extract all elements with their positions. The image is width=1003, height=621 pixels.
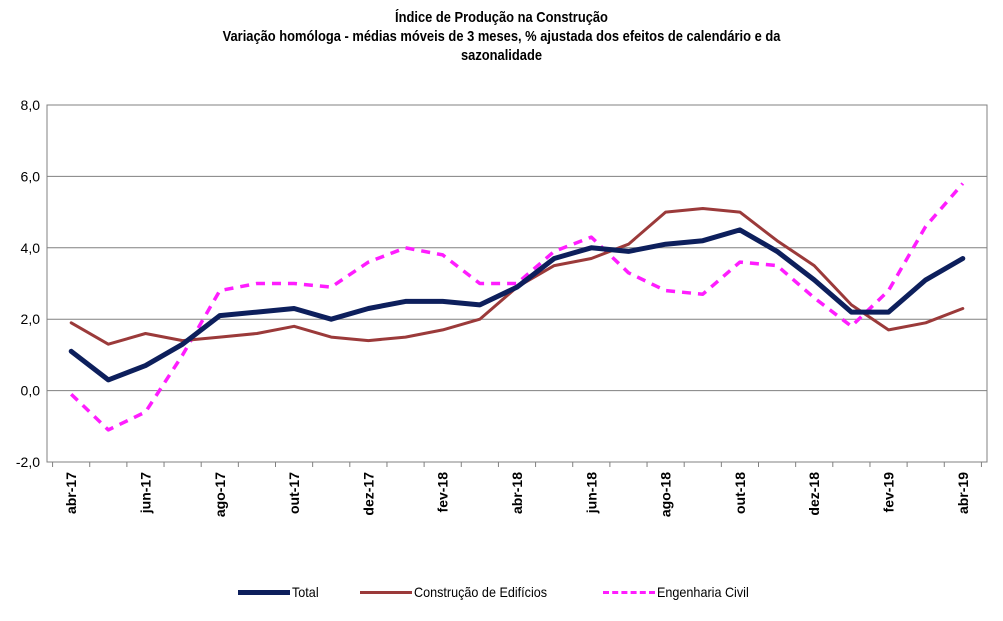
legend-swatch-total — [238, 589, 290, 595]
chart-title: Índice de Produção na Construção Variaçã… — [70, 8, 933, 65]
x-tick-label: out-17 — [286, 472, 302, 514]
x-tick-label: abr-19 — [955, 472, 971, 514]
chart-title-line-1: Índice de Produção na Construção — [395, 9, 608, 26]
y-tick-label: 4,0 — [21, 240, 41, 256]
y-tick-label: 8,0 — [21, 97, 41, 113]
legend-item-total: Total — [238, 581, 322, 603]
axis-layer — [46, 104, 988, 467]
series-line-total — [68, 227, 966, 383]
y-tick-label: 6,0 — [21, 168, 41, 184]
legend-swatch-construcao-edificios — [360, 590, 412, 594]
x-tick-label: fev-18 — [435, 472, 451, 513]
legend-label-engenharia-civil: Engenharia Civil — [657, 584, 749, 600]
x-tick-label: ago-17 — [212, 472, 228, 517]
chart-title-line-2: Variação homóloga - médias móveis de 3 m… — [222, 28, 781, 45]
series-line-constru-o-de-edif-cios — [69, 207, 965, 346]
y-tick-label: 2,0 — [21, 311, 41, 327]
x-tick-label: dez-17 — [360, 472, 376, 516]
legend: Total Construção de Edifícios Engenharia… — [0, 581, 1003, 603]
series-layer — [68, 182, 966, 432]
legend-swatch-engenharia-civil — [603, 590, 655, 594]
legend-label-total: Total — [292, 584, 319, 600]
chart-title-line-3: sazonalidade — [460, 47, 543, 64]
x-tick-label: jun-17 — [137, 472, 153, 514]
legend-label-construcao-edificios: Construção de Edifícios — [414, 584, 548, 600]
grid-layer — [47, 104, 987, 463]
plot-border — [46, 104, 988, 463]
x-tick-label: fev-19 — [881, 472, 897, 513]
label-layer: -2,0 0,0 2,0 4,0 6,0 8,0 abr-17 jun-17 ago-17 out… — [16, 97, 971, 517]
series-line-engenharia-civil — [69, 182, 965, 432]
x-tick-label: jun-18 — [583, 472, 599, 514]
x-tick-label: abr-17 — [63, 472, 79, 514]
x-tick-label: out-18 — [732, 472, 748, 514]
legend-item-construcao-edificios: Construção de Edifícios — [360, 581, 562, 603]
x-tick-label: abr-18 — [509, 472, 525, 514]
y-tick-label: 0,0 — [21, 383, 41, 399]
legend-item-engenharia-civil: Engenharia Civil — [603, 581, 759, 603]
x-tick-label: ago-18 — [658, 472, 674, 517]
x-tick-label: dez-18 — [806, 472, 822, 516]
y-tick-label: -2,0 — [16, 454, 40, 470]
